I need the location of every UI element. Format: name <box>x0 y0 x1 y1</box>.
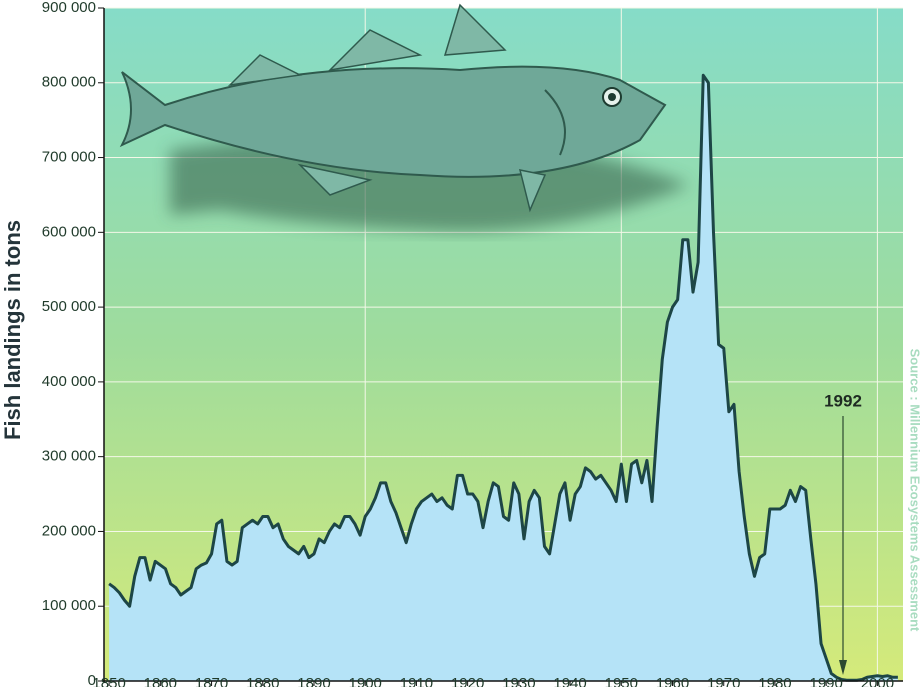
x-tick-label: 1890 <box>297 675 330 687</box>
x-tick-label: 1870 <box>195 675 228 687</box>
plot <box>108 73 898 682</box>
y-tick-label: 300 000 <box>42 448 96 465</box>
annotation-arrowhead <box>839 660 847 675</box>
source-note: Source : Millennium Ecosystems Assessmen… <box>908 349 923 632</box>
x-tick-label: 1970 <box>707 675 740 687</box>
x-tick-label: 1900 <box>349 675 382 687</box>
x-tick-label: 1860 <box>144 675 177 687</box>
x-tick-label: 1960 <box>656 675 689 687</box>
y-tick-label: 600 000 <box>42 223 96 240</box>
x-tick-label: 1910 <box>400 675 433 687</box>
y-tick-label: 200 000 <box>42 522 96 539</box>
x-tick-label: 1940 <box>553 675 586 687</box>
annotation: 1992 <box>824 391 862 410</box>
area-line <box>108 73 898 682</box>
y-tick-label: 800 000 <box>42 74 96 91</box>
y-tick-label: 400 000 <box>42 373 96 390</box>
x-tick-label: 1990 <box>809 675 842 687</box>
y-tick-label: 500 000 <box>42 298 96 315</box>
y-axis-label: Fish landings in tons <box>0 220 25 440</box>
y-tick-label: 700 000 <box>42 149 96 166</box>
y-tick-label: 900 000 <box>42 0 96 16</box>
x-tick-label: 1980 <box>758 675 791 687</box>
x-tick-label: 2000 <box>861 675 894 687</box>
y-tick-label: 0 <box>88 672 96 687</box>
x-tick-label: 1950 <box>605 675 638 687</box>
x-tick-label: 1880 <box>246 675 279 687</box>
fish-illustration <box>119 3 690 232</box>
y-tick-label: 100 000 <box>42 597 96 614</box>
x-tick-label: 1920 <box>451 675 484 687</box>
x-tick-label: 1930 <box>502 675 535 687</box>
x-tick-label: 1850 <box>92 675 125 687</box>
area <box>109 75 898 682</box>
